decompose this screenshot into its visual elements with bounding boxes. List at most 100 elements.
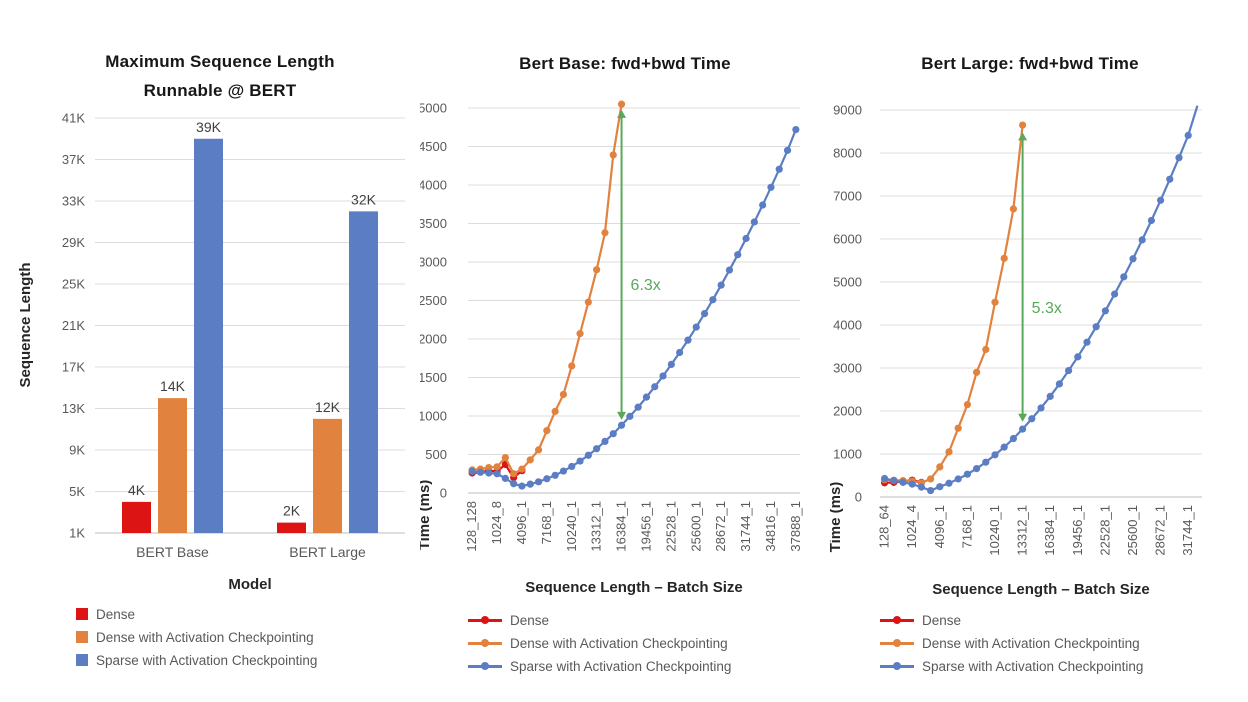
data-point-dense_checkpoint bbox=[991, 298, 999, 306]
data-point-sparse_checkpoint bbox=[1046, 392, 1054, 400]
data-point-sparse_checkpoint bbox=[973, 465, 981, 473]
legend-marker-dense bbox=[880, 614, 914, 626]
data-point-sparse_checkpoint bbox=[485, 469, 493, 477]
legend-marker-sparse_checkpoint bbox=[880, 660, 914, 672]
x-tick-label: 4096_1 bbox=[514, 501, 529, 544]
data-point-sparse_checkpoint bbox=[642, 393, 651, 401]
x-tick-label: 1024_8 bbox=[489, 501, 504, 544]
data-point-dense_checkpoint bbox=[510, 470, 518, 478]
data-point-sparse_checkpoint bbox=[1055, 380, 1063, 388]
x-tick-label: 16384_1 bbox=[1042, 505, 1057, 556]
data-point-sparse_checkpoint bbox=[1111, 290, 1119, 298]
data-point-sparse_checkpoint bbox=[543, 475, 551, 483]
data-point-dense_checkpoint bbox=[485, 463, 493, 472]
y-tick-label: 29K bbox=[62, 235, 85, 250]
legend-label: Sparse with Activation Checkpointing bbox=[96, 652, 318, 668]
bar-value-label: 12K bbox=[315, 399, 341, 415]
legend-marker-dense bbox=[468, 614, 502, 626]
y-tick-label: 5K bbox=[69, 484, 85, 499]
legend-label: Sparse with Activation Checkpointing bbox=[510, 658, 732, 674]
data-point-sparse_checkpoint bbox=[792, 125, 800, 134]
data-point-dense_checkpoint bbox=[559, 390, 568, 399]
chart-title-max-seq: Maximum Sequence Length Runnable @ BERT bbox=[40, 47, 400, 105]
legend-marker-sparse_checkpoint bbox=[468, 660, 502, 672]
data-point-sparse_checkpoint bbox=[917, 483, 925, 491]
x-axis-title: Sequence Length – Batch Size bbox=[932, 581, 1150, 598]
data-point-sparse_checkpoint bbox=[1074, 353, 1082, 361]
line-plot-bert-large: 0 1000 2000 3000 4000 5000 6000 7000 8000 9000 128… bbox=[830, 103, 1202, 598]
data-point-sparse_checkpoint bbox=[1092, 323, 1100, 331]
x-category-label: BERT Base bbox=[136, 544, 209, 560]
annotation-label: 5.3x bbox=[1032, 300, 1062, 317]
data-point-sparse_checkpoint bbox=[767, 183, 775, 191]
x-tick-label: 1024_4 bbox=[904, 505, 919, 548]
legend-item-dense_checkpoint: Dense with Activation Checkpointing bbox=[468, 635, 731, 651]
x-tick-label: 19456_1 bbox=[638, 501, 653, 552]
y-tick-label: 17K bbox=[62, 360, 85, 375]
annotation-arrowhead-up bbox=[1018, 132, 1028, 141]
legend-item-sparse_checkpoint: Sparse with Activation Checkpointing bbox=[468, 658, 731, 674]
data-point-sparse_checkpoint bbox=[775, 165, 783, 173]
legend-dot bbox=[893, 616, 901, 624]
bar-dense bbox=[277, 522, 306, 533]
legend-marker-dense_checkpoint bbox=[76, 631, 88, 643]
y-tick-label: 25K bbox=[62, 277, 85, 292]
data-point-sparse_checkpoint bbox=[617, 421, 626, 429]
legend-marker-sparse_checkpoint bbox=[76, 654, 88, 666]
chart-title-line2: Runnable @ BERT bbox=[143, 81, 297, 100]
data-point-sparse_checkpoint bbox=[709, 296, 717, 304]
legend-dot bbox=[481, 639, 489, 647]
y-tick-label: 7000 bbox=[833, 189, 862, 204]
legend-label: Dense with Activation Checkpointing bbox=[922, 635, 1140, 651]
y-tick-label: 33K bbox=[62, 194, 85, 209]
y-tick-label: 41K bbox=[62, 111, 85, 126]
data-point-sparse_checkpoint bbox=[626, 412, 634, 420]
series-line-dense_checkpoint bbox=[884, 124, 1024, 484]
data-point-sparse_checkpoint bbox=[593, 445, 601, 453]
line-plot-bert-base: 0 500 1000 1500 2000 2500 3000 3500 4000 4500 5000… bbox=[420, 100, 803, 597]
y-tick-label: 0 bbox=[440, 486, 447, 501]
data-point-sparse_checkpoint bbox=[881, 474, 889, 483]
data-point-dense_checkpoint bbox=[617, 100, 626, 108]
y-tick-label: 37K bbox=[62, 152, 85, 167]
legend-item-dense: Dense bbox=[76, 606, 317, 622]
legend-label: Dense bbox=[96, 606, 136, 622]
data-point-sparse_checkpoint bbox=[899, 478, 907, 486]
data-point-sparse_checkpoint bbox=[1166, 175, 1174, 183]
bar-value-label: 32K bbox=[351, 191, 377, 207]
bar-value-label: 39K bbox=[196, 119, 222, 135]
legend-item-sparse_checkpoint: Sparse with Activation Checkpointing bbox=[76, 652, 317, 668]
data-point-sparse_checkpoint bbox=[476, 468, 485, 476]
data-point-sparse_checkpoint bbox=[1101, 307, 1109, 315]
y-tick-label: 2500 bbox=[420, 293, 447, 308]
y-tick-label: 6000 bbox=[833, 232, 862, 247]
x-tick-label: 25600_1 bbox=[688, 501, 703, 552]
y-axis-title: Sequence Length bbox=[17, 262, 34, 387]
bar-dense bbox=[122, 501, 151, 533]
data-point-sparse_checkpoint bbox=[667, 360, 675, 369]
data-point-sparse_checkpoint bbox=[945, 479, 953, 487]
y-tick-label: 5000 bbox=[833, 275, 862, 290]
y-tick-label: 1000 bbox=[420, 409, 447, 424]
x-tick-label: 31744_1 bbox=[1180, 505, 1195, 556]
y-tick-label: 2000 bbox=[833, 404, 862, 419]
data-point-sparse_checkpoint bbox=[734, 251, 742, 259]
y-tick-label: 9000 bbox=[833, 103, 862, 118]
series-line-dense_checkpoint bbox=[472, 103, 623, 475]
data-point-sparse_checkpoint bbox=[692, 323, 700, 331]
bar-value-label: 4K bbox=[128, 482, 146, 498]
data-point-dense_checkpoint bbox=[518, 465, 526, 473]
x-tick-label: 25600_1 bbox=[1125, 505, 1140, 556]
y-tick-label: 13K bbox=[62, 401, 85, 416]
data-point-dense_checkpoint bbox=[945, 448, 953, 456]
data-point-sparse_checkpoint bbox=[1120, 273, 1128, 281]
data-point-dense_checkpoint bbox=[568, 362, 576, 370]
data-point-sparse_checkpoint bbox=[1184, 131, 1192, 139]
data-point-sparse_checkpoint bbox=[1138, 236, 1146, 244]
data-point-sparse_checkpoint bbox=[493, 470, 501, 478]
data-point-dense_checkpoint bbox=[576, 330, 584, 338]
series-line-sparse_checkpoint bbox=[472, 129, 797, 488]
legend-dot bbox=[481, 616, 489, 624]
legend-item-dense: Dense bbox=[468, 612, 731, 628]
